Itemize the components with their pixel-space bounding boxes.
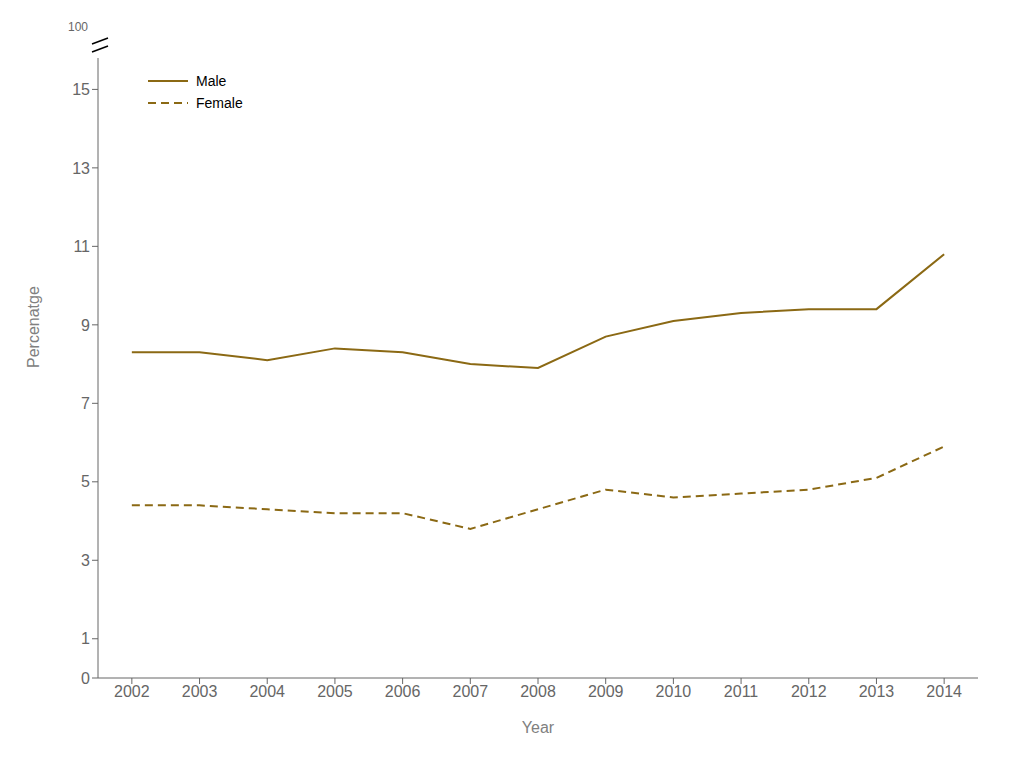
svg-text:Percenatge: Percenatge	[25, 286, 42, 368]
svg-text:2002: 2002	[114, 683, 150, 700]
svg-text:2010: 2010	[656, 683, 692, 700]
html-text:Female: Female	[196, 95, 243, 111]
svg-text:3: 3	[81, 552, 90, 569]
svg-text:2005: 2005	[317, 683, 353, 700]
html-text:Male: Male	[196, 73, 227, 89]
svg-text:2012: 2012	[791, 683, 827, 700]
svg-text:5: 5	[81, 473, 90, 490]
svg-text:0: 0	[81, 670, 90, 687]
html-text:100: 100	[68, 20, 88, 34]
svg-text:2009: 2009	[588, 683, 624, 700]
svg-text:1: 1	[81, 630, 90, 647]
svg-text:2013: 2013	[859, 683, 895, 700]
svg-text:Year: Year	[522, 719, 555, 736]
svg-text:2003: 2003	[182, 683, 218, 700]
svg-text:2006: 2006	[385, 683, 421, 700]
svg-text:11: 11	[73, 238, 90, 255]
svg-text:2004: 2004	[249, 683, 285, 700]
svg-text:15: 15	[72, 81, 90, 98]
svg-text:2014: 2014	[926, 683, 962, 700]
svg-text:9: 9	[81, 317, 90, 334]
svg-text:2007: 2007	[453, 683, 489, 700]
svg-text:2011: 2011	[724, 683, 759, 700]
svg-text:7: 7	[81, 395, 90, 412]
svg-text:2008: 2008	[520, 683, 556, 700]
svg-text:13: 13	[72, 160, 90, 177]
